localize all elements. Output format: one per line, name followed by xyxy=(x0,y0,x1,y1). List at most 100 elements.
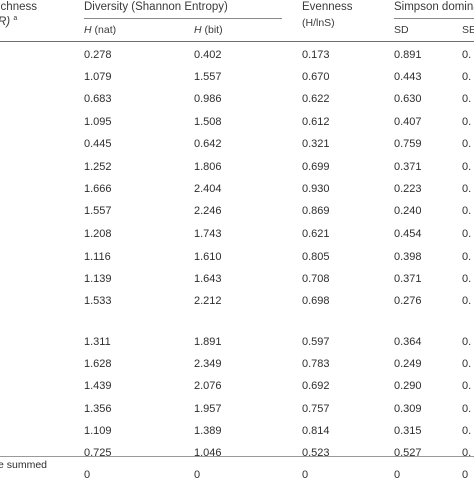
cell-h-nat: 0.278 xyxy=(84,49,112,61)
cell-sd: 0.223 xyxy=(394,183,422,195)
cell-h-nat: 0.683 xyxy=(84,93,112,105)
cell-h-bit: 1.743 xyxy=(194,228,222,240)
cell-evenness: 0.757 xyxy=(302,403,330,415)
cell-h-bit: 2.349 xyxy=(194,358,222,370)
cell-sd: 0.249 xyxy=(394,358,422,370)
cell-h-nat: 1.139 xyxy=(84,273,112,285)
cell-h-bit: 0.402 xyxy=(194,49,222,61)
cell-sd: 0.407 xyxy=(394,116,422,128)
cell-sd: 0.315 xyxy=(394,425,422,437)
cell-evenness: 0.597 xyxy=(302,336,330,348)
cell-sd2: 0. xyxy=(462,273,472,285)
cell-sd: 0.630 xyxy=(394,93,422,105)
richness-header-line1: ichness xyxy=(0,1,37,13)
simpson-group-rule xyxy=(394,18,474,19)
cell-h-bit: 1.046 xyxy=(194,447,222,459)
cell-h-nat: 1.533 xyxy=(84,295,112,307)
cell-evenness: 0.708 xyxy=(302,273,330,285)
evenness-header-line2: (H/lnS) xyxy=(302,17,335,29)
cell-h-bit: 2.212 xyxy=(194,295,222,307)
cell-evenness: 0.930 xyxy=(302,183,330,195)
cell-sd2: 0. xyxy=(462,336,472,348)
cell-evenness: 0.699 xyxy=(302,161,330,173)
cell-h-bit: 1.957 xyxy=(194,403,222,415)
cell-h-nat: 0.725 xyxy=(84,447,112,459)
cell-sd2: 0. xyxy=(462,116,472,128)
cell-h-bit: 1.806 xyxy=(194,161,222,173)
cell-sd2: 0. xyxy=(462,93,472,105)
cell-h-bit: 1.508 xyxy=(194,116,222,128)
cell-h-nat: 1.252 xyxy=(84,161,112,173)
diversity-group-header: Diversity (Shannon Entropy) xyxy=(84,1,228,13)
cell-evenness: 0.523 xyxy=(302,447,330,459)
cell-h-bit: 2.404 xyxy=(194,183,222,195)
cell-sd2: 0. xyxy=(462,183,472,195)
evenness-header-line1: Evenness xyxy=(302,1,353,13)
cell-evenness: 0 xyxy=(302,469,309,481)
cell-sd: 0.364 xyxy=(394,336,422,348)
footnote: e summed xyxy=(0,459,48,471)
cell-sd2: 0. xyxy=(462,403,472,415)
cell-sd2: 0. xyxy=(462,161,472,173)
cell-sd2: 0. xyxy=(462,228,472,240)
cell-sd2: 0. xyxy=(462,380,472,392)
cell-sd2: 0. xyxy=(462,358,472,370)
cell-evenness: 0.670 xyxy=(302,71,330,83)
cell-evenness: 0.173 xyxy=(302,49,330,61)
cell-h-bit: 1.610 xyxy=(194,251,222,263)
cell-evenness: 0.698 xyxy=(302,295,330,307)
cell-h-bit: 1.891 xyxy=(194,336,222,348)
cell-sd: 0.309 xyxy=(394,403,422,415)
cell-h-nat: 1.557 xyxy=(84,205,112,217)
simpson-group-header: Simpson domina xyxy=(394,1,474,13)
cell-h-bit: 0.986 xyxy=(194,93,222,105)
cell-evenness: 0.692 xyxy=(302,380,330,392)
cell-sd: 0.398 xyxy=(394,251,422,263)
cell-h-bit: 1.643 xyxy=(194,273,222,285)
cell-h-nat: 1.079 xyxy=(84,71,112,83)
richness-header-line2: R) a xyxy=(0,15,18,28)
cell-h-nat: 1.208 xyxy=(84,228,112,240)
cell-h-nat: 1.356 xyxy=(84,403,112,415)
cell-sd2: 0. xyxy=(462,205,472,217)
cell-h-bit: 2.076 xyxy=(194,380,222,392)
cell-h-bit: 1.557 xyxy=(194,71,222,83)
cell-h-bit: 1.389 xyxy=(194,425,222,437)
cell-h-nat: 1.666 xyxy=(84,183,112,195)
cell-sd: 0 xyxy=(394,469,401,481)
cell-h-nat: 1.109 xyxy=(84,425,112,437)
cell-sd: 0.454 xyxy=(394,228,422,240)
sd-header: SD xyxy=(394,24,409,36)
cell-evenness: 0.321 xyxy=(302,138,330,150)
cell-h-nat: 1.628 xyxy=(84,358,112,370)
sd2-header: SE xyxy=(462,24,474,36)
cell-sd: 0.527 xyxy=(394,447,422,459)
cell-h-bit: 0 xyxy=(194,469,201,481)
cell-h-nat: 0.445 xyxy=(84,138,112,150)
header-rule xyxy=(0,41,474,42)
cell-h-nat: 1.311 xyxy=(84,336,111,348)
cell-sd2: 0. xyxy=(462,295,472,307)
cell-h-bit: 0.642 xyxy=(194,138,222,150)
cell-evenness: 0.783 xyxy=(302,358,330,370)
cell-sd: 0.759 xyxy=(394,138,422,150)
cell-evenness: 0.869 xyxy=(302,205,330,217)
cell-h-nat: 1.439 xyxy=(84,380,112,392)
h-bit-header: H (bit) xyxy=(194,24,223,36)
cell-h-nat: 1.116 xyxy=(84,251,111,263)
bottom-rule xyxy=(0,456,474,457)
cell-sd: 0.276 xyxy=(394,295,422,307)
cell-sd2: 0. xyxy=(462,425,472,437)
cell-evenness: 0.612 xyxy=(302,116,330,128)
cell-sd: 0.240 xyxy=(394,205,422,217)
cell-evenness: 0.805 xyxy=(302,251,330,263)
cell-evenness: 0.622 xyxy=(302,93,330,105)
cell-h-nat: 0 xyxy=(84,469,91,481)
cell-sd: 0.371 xyxy=(394,273,422,285)
cell-evenness: 0.814 xyxy=(302,425,330,437)
cell-sd2: 0. xyxy=(462,49,472,61)
cell-h-nat: 1.095 xyxy=(84,116,112,128)
cell-sd: 0.891 xyxy=(394,49,422,61)
h-nat-header: H (nat) xyxy=(84,24,117,36)
cell-evenness: 0.621 xyxy=(302,228,330,240)
